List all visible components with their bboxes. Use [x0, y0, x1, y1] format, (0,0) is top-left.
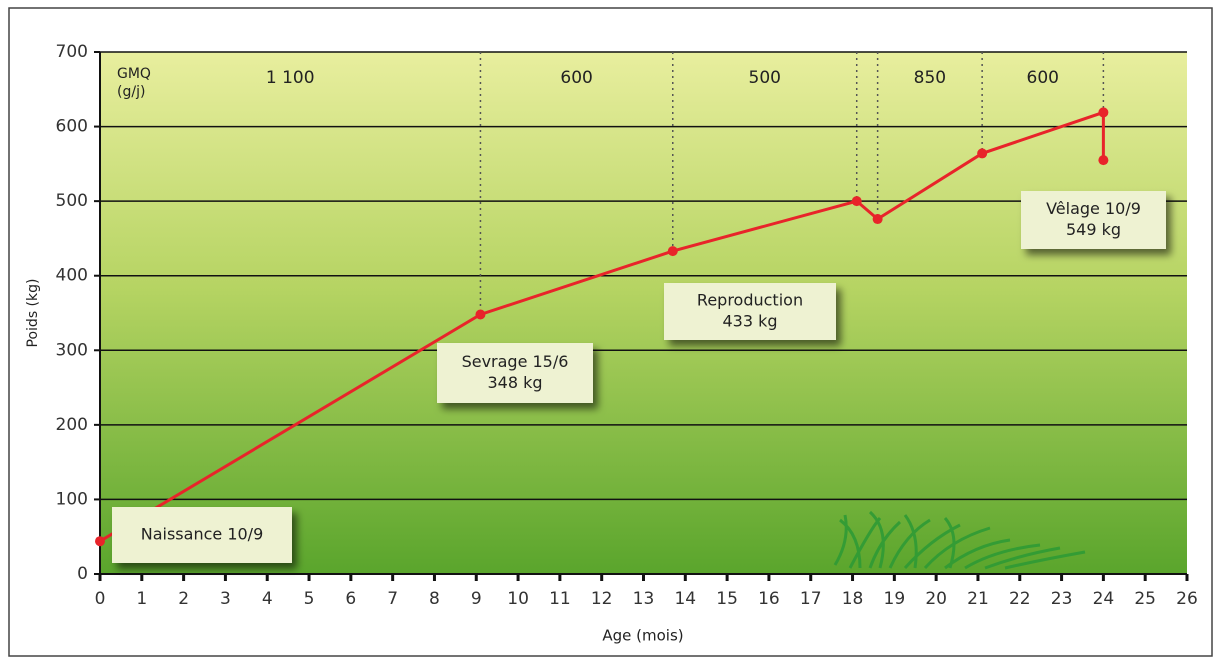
frame: [8, 7, 1213, 657]
x-tick-label: 17: [800, 589, 822, 609]
gmq-value: 500: [749, 68, 781, 88]
x-tick-label: 20: [925, 589, 947, 609]
x-tick-label: 1: [136, 589, 147, 609]
gmq-value: 1 100: [266, 68, 315, 88]
data-point: [95, 536, 105, 547]
x-tick-label: 21: [967, 589, 989, 609]
annotation-text: Reproduction: [697, 291, 803, 310]
data-point: [667, 246, 678, 257]
gmq-value: 850: [914, 68, 946, 88]
data-point: [872, 214, 883, 225]
x-axis-label: Age (mois): [602, 627, 683, 645]
x-tick-label: 22: [1009, 589, 1031, 609]
annotation-box: [1021, 191, 1166, 249]
y-tick-label: 600: [56, 117, 88, 137]
x-tick-label: 10: [507, 589, 529, 609]
data-line: [99, 110, 1105, 543]
x-tick-label: 24: [1093, 589, 1115, 609]
data-point: [1098, 107, 1109, 118]
y-tick-label: 100: [56, 489, 88, 509]
annotation-box: [664, 283, 836, 340]
grass: [833, 510, 1086, 570]
x-tick-label: 6: [345, 589, 356, 609]
x-tick-label: 7: [387, 589, 398, 609]
y-tick-label: 700: [56, 42, 88, 62]
data-point: [1098, 155, 1109, 166]
data-point: [475, 309, 486, 320]
x-tick-label: 3: [220, 589, 231, 609]
plot-area: [100, 52, 1187, 574]
x-tick-label: 18: [842, 589, 864, 609]
y-axis-label: Poids (kg): [25, 279, 41, 348]
x-tick-label: 2: [178, 589, 189, 609]
y-tick-label: 0: [77, 564, 88, 584]
annotation-box: [437, 343, 593, 403]
y-tick-label: 200: [56, 415, 88, 435]
data-point: [851, 196, 862, 207]
gmq-value: 600: [560, 68, 592, 88]
y-tick-label: 300: [56, 340, 88, 360]
x-tick-label: 26: [1176, 589, 1198, 609]
data-point: [977, 148, 988, 159]
x-tick-label: 13: [633, 589, 655, 609]
x-tick-label: 19: [884, 589, 906, 609]
x-tick-label: 11: [549, 589, 571, 609]
annotation-text: Vêlage 10/9: [1046, 199, 1141, 218]
gmq-title: (g/j): [117, 84, 145, 100]
x-tick-label: 4: [262, 589, 273, 609]
y-tick-label: 400: [56, 266, 88, 286]
gmq-value: 600: [1027, 68, 1059, 88]
annotation-text: 433 kg: [722, 312, 777, 331]
x-tick-label: 16: [758, 589, 780, 609]
x-tick-label: 14: [674, 589, 696, 609]
annotation-box: [112, 507, 292, 563]
x-tick-label: 0: [95, 589, 106, 609]
annotation-text: Sevrage 15/6: [462, 352, 569, 371]
x-tick-label: 5: [304, 589, 315, 609]
x-tick-label: 25: [1134, 589, 1156, 609]
gmq-title: GMQ: [117, 66, 151, 82]
x-tick-label: 12: [591, 589, 613, 609]
x-tick-label: 15: [716, 589, 738, 609]
annotation-text: 348 kg: [487, 373, 542, 392]
annotation-text: 549 kg: [1066, 220, 1121, 239]
x-tick-label: 23: [1051, 589, 1073, 609]
annotation-text: Naissance 10/9: [141, 525, 264, 544]
x-tick-label: 9: [471, 589, 482, 609]
y-tick-label: 500: [56, 191, 88, 211]
x-tick-label: 8: [429, 589, 440, 609]
